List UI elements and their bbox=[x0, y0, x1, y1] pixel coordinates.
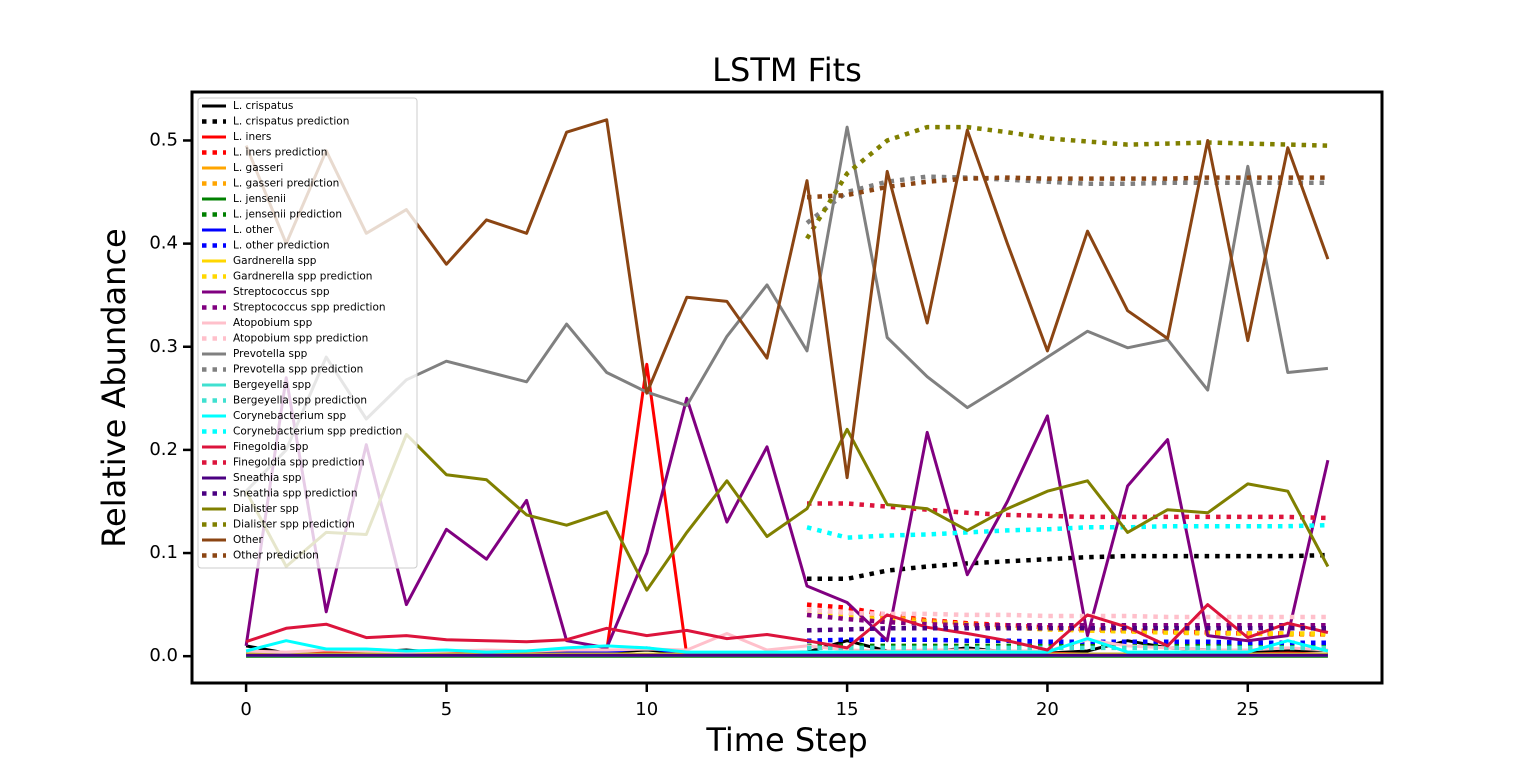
legend-label: Bergeyella spp prediction bbox=[233, 395, 367, 407]
series-line bbox=[244, 427, 1330, 592]
series-line bbox=[805, 174, 1328, 225]
series-line bbox=[806, 626, 1328, 633]
legend-label: Other bbox=[233, 534, 263, 546]
series-line bbox=[806, 637, 1328, 646]
legend-label: L. jensenii bbox=[233, 193, 286, 205]
y-tick-label: 0.4 bbox=[149, 233, 178, 254]
legend-label: L. other prediction bbox=[233, 240, 330, 252]
series-line bbox=[807, 501, 1328, 521]
y-tick-label: 0.3 bbox=[149, 336, 178, 357]
legend-label: Prevotella spp prediction bbox=[233, 364, 363, 376]
legend-label: Sneathia spp prediction bbox=[233, 488, 358, 500]
legend-label: Finegoldia spp prediction bbox=[233, 457, 365, 469]
y-tick-label: 0.0 bbox=[149, 645, 178, 666]
plot-lines bbox=[244, 118, 1330, 658]
series-line bbox=[805, 124, 1328, 240]
y-tick-label: 0.2 bbox=[149, 439, 178, 460]
chart-title: LSTM Fits bbox=[712, 51, 862, 89]
legend-box bbox=[197, 97, 418, 569]
legend-label: L. iners bbox=[233, 131, 271, 143]
legend-label: Dialister spp bbox=[233, 503, 299, 515]
legend-label: L. gasseri prediction bbox=[233, 178, 339, 190]
legend-label: Corynebacterium spp prediction bbox=[233, 426, 402, 438]
y-tick-label: 0.1 bbox=[149, 542, 178, 563]
legend-label: Bergeyella spp bbox=[233, 379, 311, 391]
legend-label: Corynebacterium spp bbox=[233, 410, 346, 422]
legend-label: Gardnerella spp prediction bbox=[233, 271, 372, 283]
plot-frame bbox=[190, 90, 1384, 685]
x-tick-label: 25 bbox=[1236, 699, 1259, 720]
series-line bbox=[806, 175, 1328, 200]
legend-label: Streptococcus spp prediction bbox=[233, 302, 386, 314]
series-line bbox=[807, 552, 1328, 582]
series-line bbox=[245, 603, 1329, 652]
series-line bbox=[244, 118, 1330, 480]
legend-label: Other prediction bbox=[233, 550, 319, 562]
series-line bbox=[806, 522, 1328, 540]
x-axis-label: Time Step bbox=[705, 721, 867, 759]
x-tick-label: 15 bbox=[836, 699, 859, 720]
y-axis-label: Relative Abundance bbox=[95, 228, 133, 547]
legend-label: L. other bbox=[233, 224, 274, 236]
legend-label: Streptococcus spp bbox=[233, 286, 330, 298]
legend-label: Gardnerella spp bbox=[233, 255, 317, 267]
legend-label: L. iners prediction bbox=[233, 147, 327, 159]
legend-label: L. jensenii prediction bbox=[233, 209, 342, 221]
series-line bbox=[244, 376, 1330, 650]
legend-label: Finegoldia spp bbox=[233, 441, 309, 453]
x-tick-label: 20 bbox=[1036, 699, 1059, 720]
x-tick-label: 5 bbox=[441, 699, 452, 720]
legend-label: Dialister spp prediction bbox=[233, 519, 355, 531]
legend-label: L. crispatus bbox=[233, 100, 293, 112]
legend-label: Atopobium spp prediction bbox=[233, 333, 368, 345]
legend-label: Sneathia spp bbox=[233, 472, 302, 484]
x-tick-label: 0 bbox=[240, 699, 251, 720]
x-tick-label: 10 bbox=[635, 699, 658, 720]
series-line bbox=[806, 607, 1328, 620]
legend-label: Atopobium spp bbox=[233, 317, 313, 329]
series-line bbox=[245, 637, 1329, 654]
legend: L. crispatus L. crispatus prediction L. in… bbox=[197, 97, 418, 569]
y-tick-label: 0.5 bbox=[149, 129, 178, 150]
series-line bbox=[245, 125, 1329, 493]
legend-label: L. gasseri bbox=[233, 162, 283, 174]
series-line bbox=[806, 612, 1328, 628]
legend-label: L. crispatus prediction bbox=[233, 116, 349, 128]
legend-label: Prevotella spp bbox=[233, 348, 308, 360]
